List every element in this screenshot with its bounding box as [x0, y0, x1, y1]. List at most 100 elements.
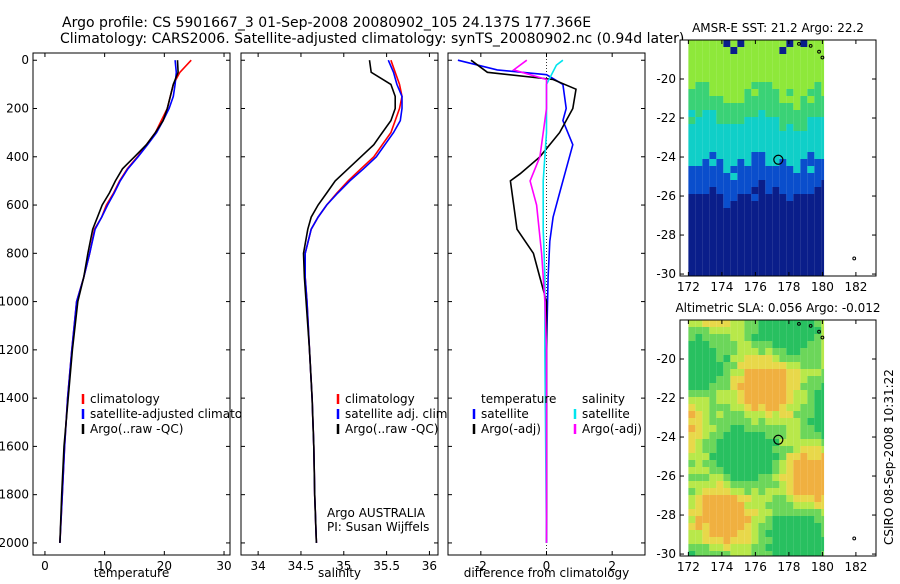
raster-cell [807, 488, 815, 495]
raster-cell [772, 236, 780, 243]
raster-cell [793, 222, 801, 229]
raster-cell [793, 404, 801, 411]
raster-cell [814, 516, 822, 523]
raster-cell [800, 411, 808, 418]
raster-cell [821, 369, 825, 376]
raster-cell [688, 208, 696, 215]
raster-cell [709, 460, 717, 467]
raster-cell [814, 348, 822, 355]
raster-cell [772, 82, 780, 89]
raster-cell [807, 397, 815, 404]
island-outline [817, 329, 821, 334]
raster-cell [737, 173, 745, 180]
raster-cell [737, 243, 745, 250]
raster-cell [716, 180, 724, 187]
raster-cell [709, 474, 717, 481]
raster-cell [765, 411, 773, 418]
y-tick-label: 1800 [0, 488, 29, 502]
raster-cell [758, 187, 766, 194]
raster-cell [758, 404, 766, 411]
raster-cell [744, 439, 752, 446]
raster-cell [730, 411, 738, 418]
raster-cell [730, 82, 738, 89]
raster-cell [800, 537, 808, 544]
raster-cell [723, 481, 731, 488]
raster-cell [807, 222, 815, 229]
legend-temperature-title: temperature [481, 392, 556, 406]
raster-cell [688, 376, 696, 383]
raster-cell [793, 516, 801, 523]
raster-cell [709, 397, 717, 404]
raster-cell [793, 264, 801, 271]
raster-cell [772, 47, 780, 54]
raster-cell [744, 320, 752, 327]
raster-cell [807, 425, 815, 432]
map-title: AMSR-E SST: 21.2 Argo: 22.2 [692, 21, 864, 35]
raster-cell [765, 502, 773, 509]
raster-cell [730, 68, 738, 75]
raster-cell [758, 124, 766, 131]
raster-cell [730, 75, 738, 82]
legend-sal-argo-label: Argo(-adj) [582, 422, 642, 436]
raster-cell [688, 439, 696, 446]
raster-cell [751, 257, 759, 264]
raster-cell [688, 159, 696, 166]
raster-cell [737, 355, 745, 362]
raster-cell [744, 138, 752, 145]
raster-cell [744, 348, 752, 355]
raster-cell [786, 418, 794, 425]
x-tick-label: 182 [844, 560, 867, 574]
raster-cell [716, 159, 724, 166]
y-tick-label: -28 [656, 228, 676, 242]
raster-cell [709, 537, 717, 544]
raster-cell [800, 502, 808, 509]
series-line-salinity-satellite [542, 59, 564, 543]
raster-cell [800, 82, 808, 89]
raster-cell [793, 159, 801, 166]
raster-cell [688, 201, 696, 208]
raster-cell [744, 257, 752, 264]
raster-cell [758, 229, 766, 236]
raster-cell [744, 124, 752, 131]
raster-cell [814, 418, 822, 425]
raster-cell [800, 334, 808, 341]
raster-cell [730, 530, 738, 537]
raster-cell [800, 145, 808, 152]
raster-cell [765, 89, 773, 96]
raster-cell [765, 166, 773, 173]
raster-cell [779, 145, 787, 152]
y-tick-label: -26 [656, 189, 676, 203]
x-axis-label: difference from climatology [464, 566, 630, 580]
raster-cell [786, 537, 794, 544]
raster-cell [751, 481, 759, 488]
raster-cell [709, 131, 717, 138]
raster-cell [723, 194, 731, 201]
raster-cell [793, 243, 801, 250]
raster-cell [702, 348, 710, 355]
raster-cell [814, 425, 822, 432]
raster-cell [765, 509, 773, 516]
raster-cell [730, 187, 738, 194]
raster-cell [793, 194, 801, 201]
raster-cell [800, 194, 808, 201]
raster-cell [793, 173, 801, 180]
raster-cell [688, 250, 696, 257]
raster-cell [814, 138, 822, 145]
raster-cell [779, 68, 787, 75]
raster-cell [793, 54, 801, 61]
raster-cell [793, 411, 801, 418]
raster-cell [730, 222, 738, 229]
raster-cell [716, 418, 724, 425]
raster-cell [772, 201, 780, 208]
y-tick-label: -22 [656, 111, 676, 125]
raster-cell [744, 61, 752, 68]
raster-cell [800, 425, 808, 432]
x-tick-label: 176 [744, 560, 767, 574]
y-tick-label: 1200 [0, 343, 29, 357]
raster-cell [737, 453, 745, 460]
raster-cell [786, 467, 794, 474]
raster-cell [730, 117, 738, 124]
raster-cell [702, 75, 710, 82]
y-tick-label: 2000 [0, 536, 29, 550]
raster-cell [730, 369, 738, 376]
